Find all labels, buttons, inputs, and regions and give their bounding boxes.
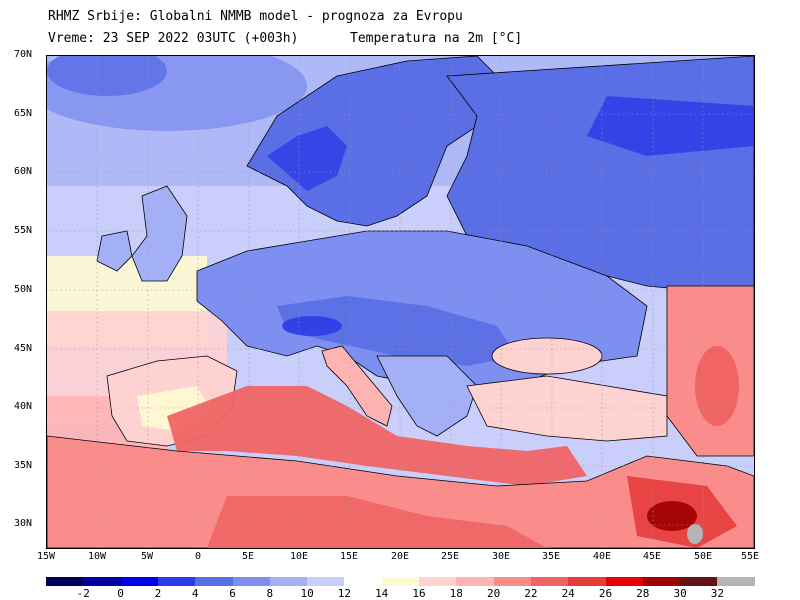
lon-label: 30E <box>491 551 511 562</box>
lat-label: 50N <box>14 284 33 295</box>
color-scale-swatch <box>269 577 308 586</box>
color-scale-label: 4 <box>191 587 199 600</box>
color-scale-label: 26 <box>598 587 613 600</box>
lat-label: 65N <box>14 108 33 119</box>
color-scale-label: -2 <box>76 587 90 600</box>
color-scale-label: 10 <box>300 587 314 600</box>
color-scale-swatch <box>605 577 644 586</box>
color-scale-label: 32 <box>710 587 725 600</box>
lat-label: 30N <box>14 518 33 529</box>
color-scale-swatch <box>195 577 233 586</box>
color-scale-swatch <box>680 577 718 586</box>
color-scale-label: 20 <box>486 587 501 600</box>
color-scale-swatch <box>232 577 271 586</box>
lon-label: 45E <box>642 551 662 562</box>
color-scale-label: 18 <box>449 587 463 600</box>
lon-label: 10W <box>87 551 107 562</box>
color-scale-label: 6 <box>229 587 236 600</box>
color-scale-swatch <box>717 577 756 586</box>
color-scale-swatch <box>530 577 569 586</box>
lat-label: 55N <box>14 225 33 236</box>
color-scale-label: 2 <box>154 587 162 600</box>
color-scale-swatch <box>456 577 495 586</box>
lon-label: 10E <box>289 551 309 562</box>
forecast-time: Vreme: 23 SEP 2022 03UTC (+003h) <box>48 31 299 46</box>
temperature-map <box>46 55 755 549</box>
lon-label: 5E <box>241 551 255 562</box>
color-scale-swatch <box>642 577 681 586</box>
lon-label: 5W <box>140 551 154 562</box>
color-scale-swatch <box>120 577 159 586</box>
variable-label: Temperatura na 2m [°C] <box>350 31 523 46</box>
color-scale-swatch <box>157 577 196 586</box>
color-scale-label: 16 <box>412 587 426 600</box>
color-scale-label: 12 <box>337 587 352 600</box>
color-scale-label: 30 <box>673 587 687 600</box>
lat-label: 45N <box>14 343 33 354</box>
color-scale-swatch <box>307 577 345 586</box>
color-scale-swatch <box>83 577 122 586</box>
color-scale-swatch <box>344 577 383 586</box>
color-scale-swatch <box>46 577 84 586</box>
color-scale-swatch <box>568 577 606 586</box>
color-scale-swatch <box>381 577 420 586</box>
lon-label: 15W <box>36 551 56 562</box>
lon-label: 35E <box>541 551 561 562</box>
lat-label: 60N <box>14 166 33 177</box>
color-scale-label: 14 <box>375 587 389 600</box>
lon-label: 40E <box>592 551 612 562</box>
lat-label: 40N <box>14 401 33 412</box>
lon-label: 50E <box>693 551 713 562</box>
color-scale-label: 8 <box>266 587 274 600</box>
lon-label: 20E <box>390 551 410 562</box>
color-scale-label: 28 <box>636 587 650 600</box>
lat-label: 35N <box>14 460 33 471</box>
lon-label: 25E <box>440 551 460 562</box>
lat-label: 70N <box>14 49 33 60</box>
color-scale-swatch <box>493 577 532 586</box>
map-title: RHMZ Srbije: Globalni NMMB model - progn… <box>48 9 463 24</box>
lon-label: 55E <box>740 551 760 562</box>
color-scale-label: 22 <box>524 587 538 600</box>
lon-label: 15E <box>339 551 359 562</box>
color-scale-label: 24 <box>561 587 575 600</box>
color-scale-label: 0 <box>117 587 124 600</box>
lon-label: 0 <box>194 551 202 562</box>
color-scale-swatch <box>419 577 457 586</box>
